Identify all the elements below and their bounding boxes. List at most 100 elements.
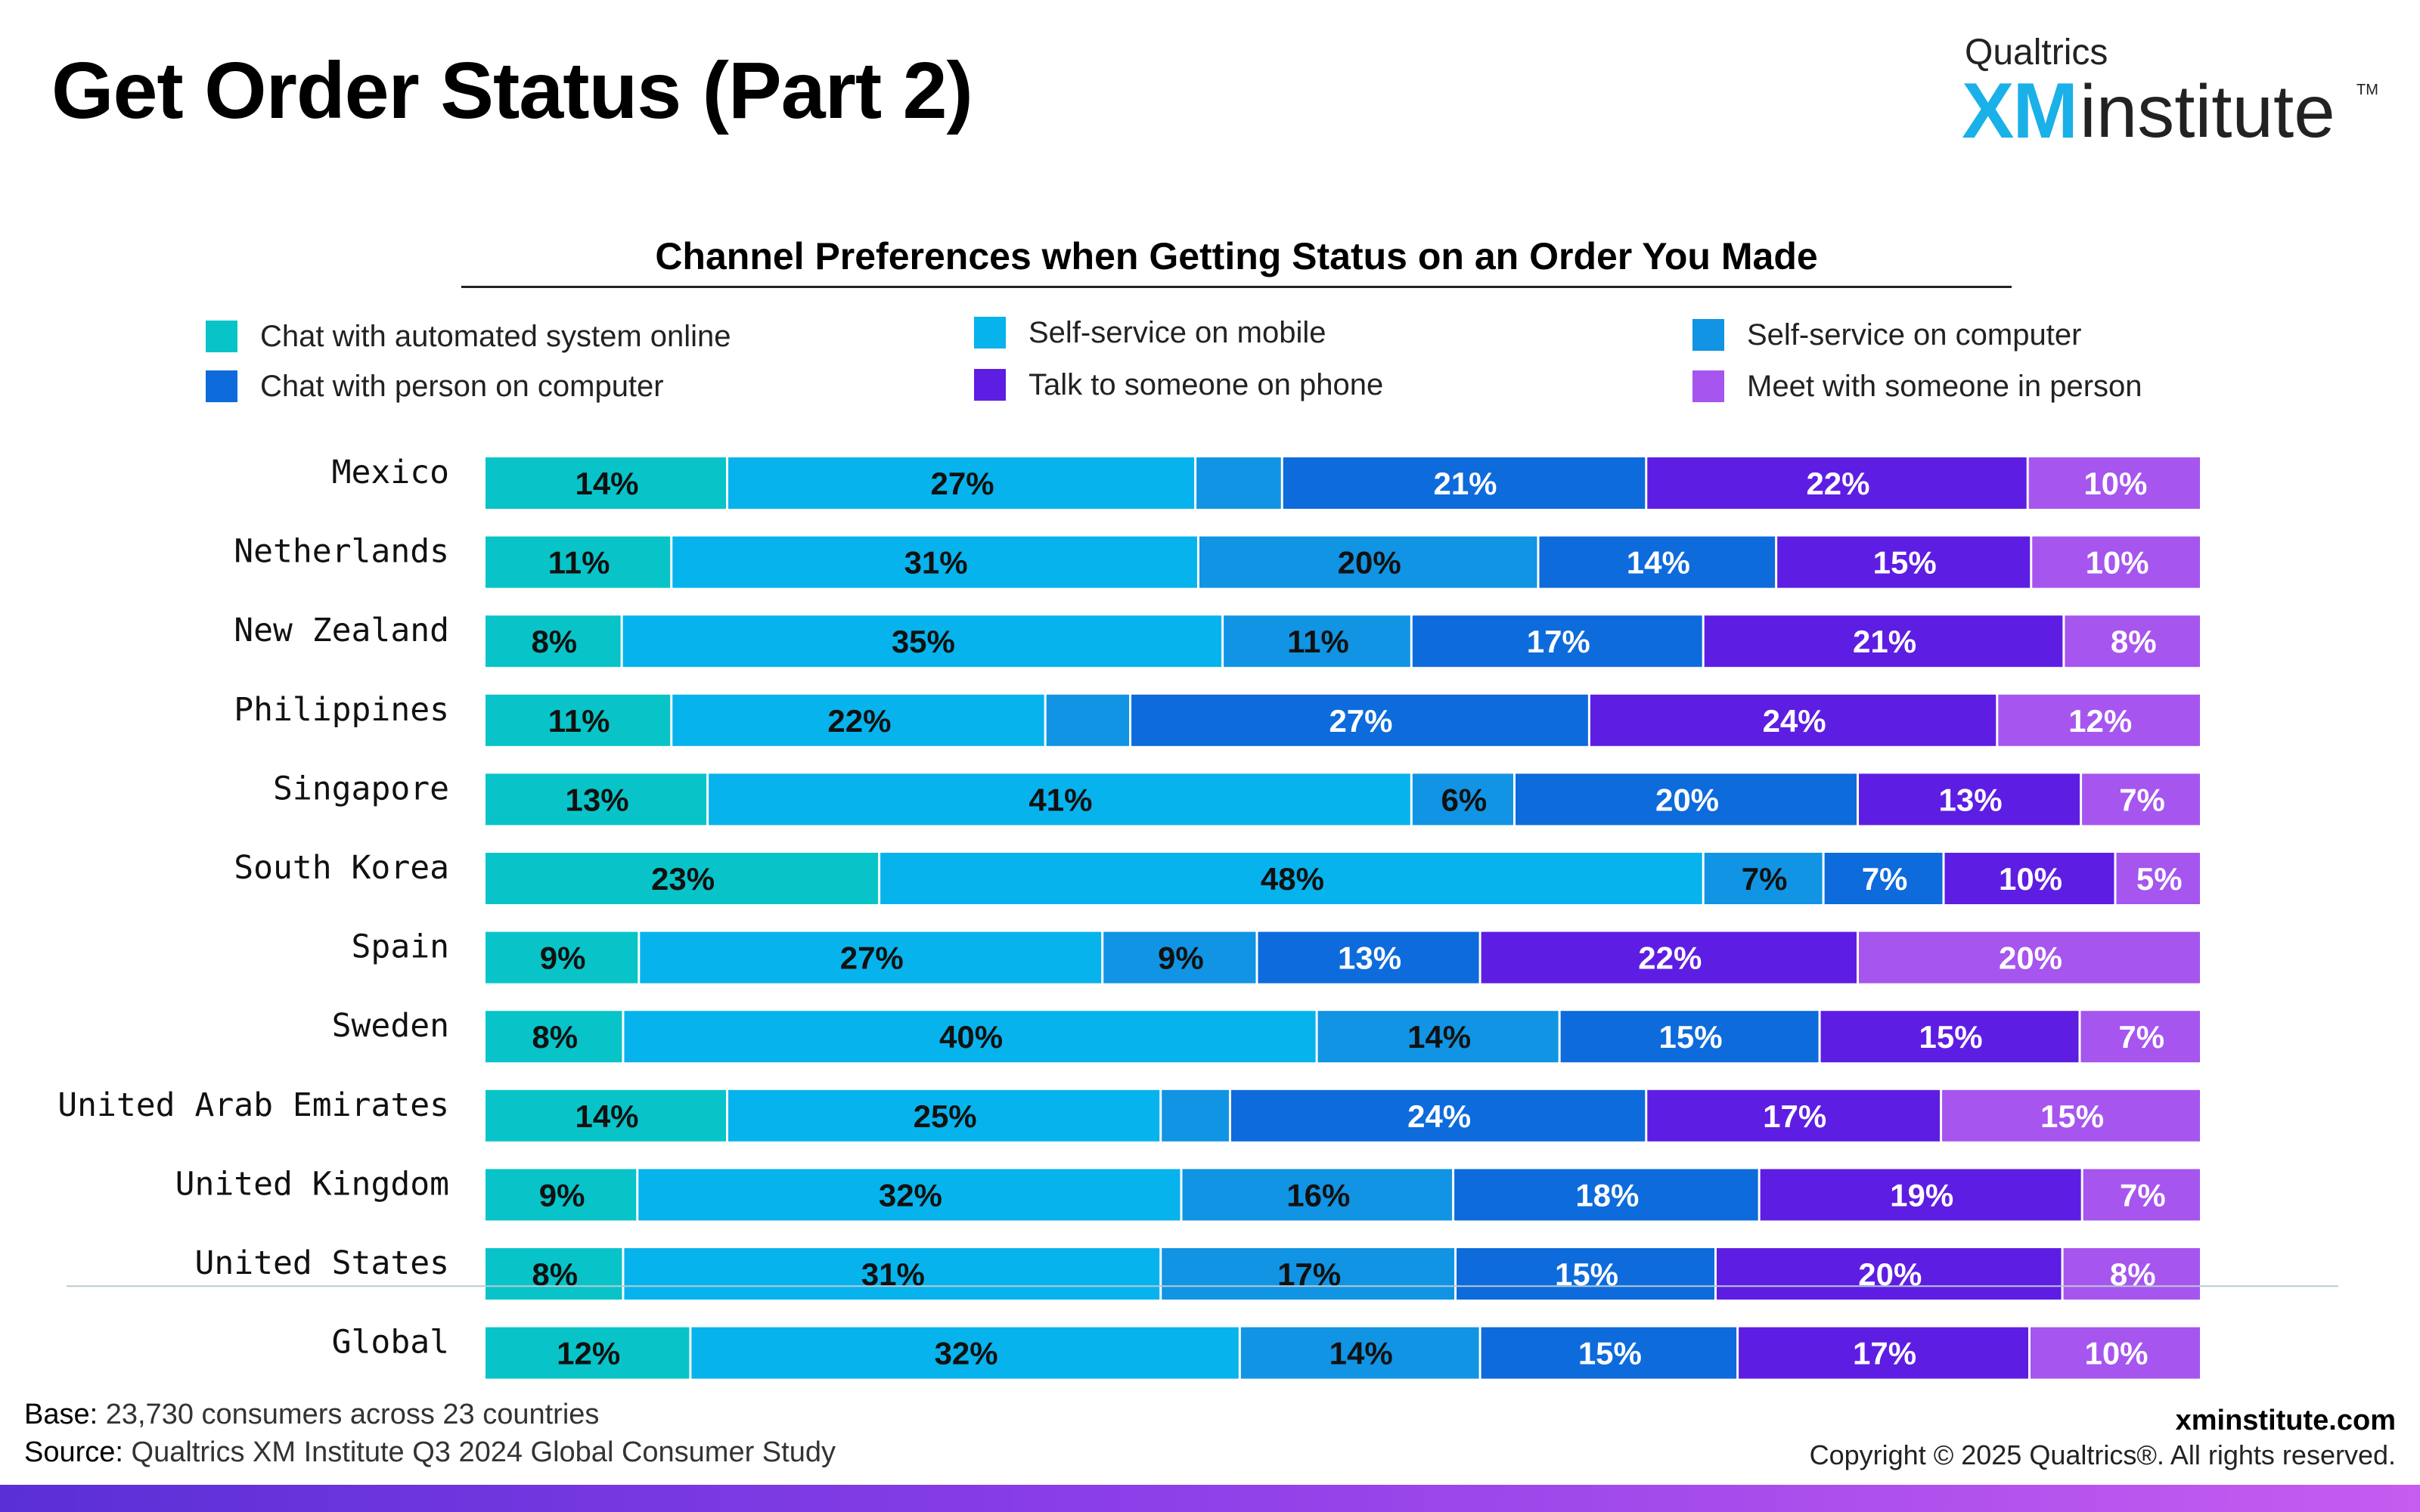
- site-link[interactable]: xminstitute.com: [2175, 1405, 2396, 1436]
- category-label: Singapore: [273, 770, 449, 807]
- chart-title: Channel Preferences when Getting Status …: [655, 235, 1818, 277]
- bar-segment: [1196, 457, 1281, 509]
- data-label: 6%: [1441, 782, 1488, 817]
- bar-segment: [1516, 773, 1857, 826]
- legend-item: Chat with person on computer: [206, 367, 664, 405]
- data-label: 15%: [2040, 1098, 2104, 1134]
- bar-segment: [1162, 1089, 1229, 1142]
- bar-segment: [1820, 1011, 2079, 1063]
- data-label: 27%: [931, 466, 994, 501]
- data-label: 17%: [1527, 624, 1590, 659]
- category-label: New Zealand: [234, 612, 449, 649]
- data-label: 27%: [1329, 703, 1392, 739]
- data-label: 11%: [1287, 624, 1349, 659]
- data-label: 18%: [1575, 1177, 1639, 1213]
- bar-segment: [1590, 694, 1996, 746]
- legend-label: Self-service on computer: [1747, 318, 2082, 352]
- category-label: Global: [332, 1324, 449, 1362]
- data-label: 10%: [1999, 861, 2062, 897]
- category-label: Sweden: [332, 1007, 449, 1045]
- bar-segment: [622, 615, 1222, 668]
- data-label: 8%: [531, 624, 577, 659]
- bar-segment: [2065, 615, 2200, 668]
- data-label: 48%: [1261, 861, 1324, 897]
- bar-segment: [1760, 1169, 2081, 1221]
- logo-xm-text: XM: [1962, 67, 2078, 155]
- bar-segment: [486, 1089, 727, 1142]
- legend-swatch: [974, 369, 1006, 401]
- data-label: 15%: [1873, 545, 1937, 581]
- data-label: 13%: [1338, 940, 1401, 976]
- bar-segment: [1481, 1327, 1737, 1379]
- bar-segment: [672, 536, 1197, 588]
- bar-segment: [1647, 457, 2027, 509]
- data-label: 8%: [2111, 624, 2157, 659]
- data-label: 7%: [1742, 861, 1788, 897]
- bar-segment: [1859, 773, 2080, 826]
- data-label: 23%: [651, 861, 715, 897]
- data-label: 7%: [2119, 782, 2165, 817]
- data-label: 21%: [1433, 466, 1497, 501]
- bar-segment: [1412, 773, 1513, 826]
- stacked-bar-chart: Mexico 14% 27% 21% 22% 10% Netherlands 11% 31% 20…: [57, 454, 2338, 1379]
- data-label: 14%: [575, 1098, 638, 1134]
- legend-item: Talk to someone on phone: [974, 366, 1383, 404]
- bar-segment: [1454, 1169, 1758, 1221]
- legend-label: Self-service on mobile: [1028, 315, 1326, 349]
- bar-segment: [1131, 694, 1588, 746]
- bar-segment: [1704, 615, 2063, 668]
- qualtrics-xm-institute-logo: Qualtrics XM institute TM: [1950, 32, 2378, 155]
- legend-label: Chat with automated system online: [260, 319, 731, 353]
- bar-segment: [1560, 1011, 1819, 1063]
- legend-swatch: [206, 370, 237, 402]
- data-label: 32%: [879, 1177, 942, 1213]
- data-label: 16%: [1286, 1177, 1350, 1213]
- data-label: 14%: [575, 466, 638, 501]
- legend-item: Meet with someone in person: [1692, 367, 2142, 405]
- bar-segment: [1258, 931, 1479, 984]
- data-label: 9%: [1158, 940, 1204, 976]
- bar-segment: [1317, 1011, 1559, 1063]
- source-text: Qualtrics XM Institute Q3 2024 Global Co…: [131, 1436, 836, 1468]
- data-label: 11%: [548, 545, 610, 581]
- data-label: 12%: [557, 1336, 620, 1371]
- base-text: 23,730 consumers across 23 countries: [105, 1399, 600, 1430]
- data-label: 10%: [2083, 466, 2147, 501]
- category-label: United Arab Emirates: [57, 1086, 449, 1124]
- data-label: 7%: [1862, 861, 1908, 897]
- data-label: 10%: [2084, 1336, 2148, 1371]
- data-label: 15%: [1919, 1019, 1982, 1055]
- bar-segment: [2080, 1011, 2200, 1063]
- bar-segment: [486, 694, 671, 746]
- bar-segment: [1283, 457, 1646, 509]
- bar-segment: [1739, 1327, 2028, 1379]
- source-note: Source: Qualtrics XM Institute Q3 2024 G…: [24, 1433, 836, 1471]
- bar-segment: [709, 773, 1410, 826]
- bar-segment: [1539, 536, 1776, 588]
- page-title: Get Order Status (Part 2): [51, 46, 973, 135]
- bar-segment: [1412, 615, 1702, 668]
- bar-segment: [486, 1011, 622, 1063]
- bar-segment: [1859, 931, 2200, 984]
- bar-segment: [2116, 853, 2200, 904]
- data-label: 24%: [1407, 1098, 1471, 1134]
- bar-segment: [1704, 853, 1823, 904]
- data-label: 35%: [892, 624, 955, 659]
- data-label: 22%: [827, 703, 891, 739]
- bar-segment: [486, 615, 621, 668]
- legend-swatch: [1692, 319, 1724, 351]
- logo-institute-text: institute: [2080, 70, 2335, 153]
- bar-segment: [1457, 1248, 1714, 1300]
- data-label: 31%: [904, 545, 968, 581]
- bottom-gradient-bar: [0, 1485, 2420, 1512]
- bar-segment: [624, 1011, 1316, 1063]
- legend-swatch: [206, 321, 237, 352]
- data-label: 11%: [548, 703, 610, 739]
- data-label: 20%: [1655, 782, 1719, 817]
- bar-segment: [486, 853, 879, 904]
- bar-segment: [728, 457, 1195, 509]
- data-label: 41%: [1028, 782, 1092, 817]
- data-label: 17%: [1763, 1098, 1826, 1134]
- data-label: 15%: [1659, 1019, 1723, 1055]
- bar-segment: [1230, 1089, 1646, 1142]
